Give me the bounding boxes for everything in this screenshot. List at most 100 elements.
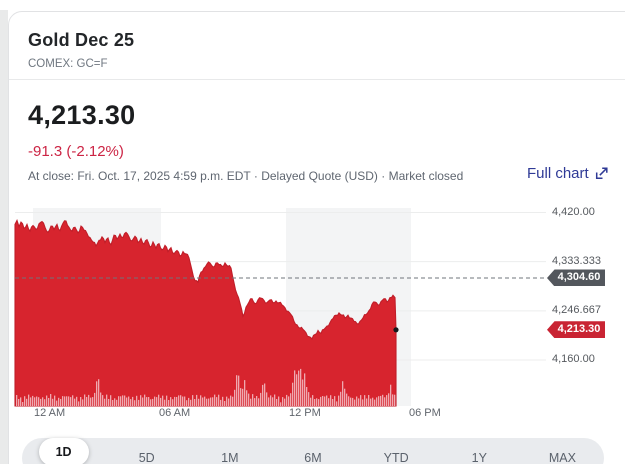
time-range-tabs: 1D 5D 1M 6M YTD 1Y MAX [22,438,604,464]
volume-bar [286,394,288,406]
volume-bar [352,397,354,406]
last-trade-dot [393,327,399,333]
volume-bar [150,399,152,406]
volume-bar [78,401,80,406]
range-tab-label: YTD [383,451,409,464]
volume-bar [364,395,366,406]
volume-bar [248,393,250,406]
volume-bar [174,396,176,406]
last-price: 4,213.30 [28,100,136,130]
volume-bar [128,396,130,406]
volume-bar [374,399,376,406]
volume-bar [198,398,200,406]
volume-bar [386,395,388,406]
volume-bar [238,375,240,406]
volume-bar [76,396,78,406]
volume-bar [74,398,76,406]
volume-bar [314,399,316,406]
volume-bar [86,397,88,406]
volume-bar [356,396,358,406]
volume-bar [20,397,22,406]
volume-bar [332,399,334,406]
price-chart[interactable]: 4,420.00 4,333.333 4,246.667 4,160.00 12 AM… [9,201,625,429]
volume-bar [316,398,318,406]
range-tab-6m[interactable]: 6M [271,443,354,464]
volume-bar [158,394,160,406]
volume-bar [46,395,48,406]
volume-bar [16,395,18,406]
volume-bar [56,400,58,406]
range-tab-1y[interactable]: 1Y [438,443,521,464]
header-divider [9,79,625,80]
volume-bar [122,395,124,406]
volume-bar [212,397,214,406]
volume-bar [186,400,188,406]
volume-bar [280,402,282,406]
volume-bar [138,399,140,406]
volume-bar [196,394,198,406]
intraday-area-chart [14,208,546,407]
volume-bar [340,391,342,406]
volume-bar [166,395,168,406]
volume-bar [284,398,286,406]
volume-bar [338,395,340,406]
volume-bar [278,396,280,406]
volume-bar [322,396,324,406]
range-tab-1m[interactable]: 1M [188,443,271,464]
volume-bar [290,393,292,406]
volume-bar [50,394,52,406]
volume-bar [54,395,56,406]
volume-bar [266,392,268,406]
volume-bar [24,396,26,406]
y-tick-label: 4,420.00 [552,205,595,218]
range-tab-5d[interactable]: 5D [105,443,188,464]
volume-bar [362,399,364,406]
volume-bar [80,397,82,406]
volume-bar [302,379,304,406]
range-tab-label: 1M [221,451,239,464]
volume-bar [96,381,98,406]
volume-bar [376,397,378,406]
range-tab-ytd[interactable]: YTD [355,443,438,464]
volume-bar [342,381,344,406]
volume-bar [312,395,314,406]
range-tab-max[interactable]: MAX [521,443,604,464]
volume-bar [124,395,126,406]
range-tab-1d[interactable]: 1D [22,438,105,464]
volume-bar [168,400,170,406]
volume-bar [272,397,274,406]
volume-bar [304,373,306,406]
volume-bar [100,392,102,406]
volume-bar [130,399,132,406]
volume-bar [242,388,244,406]
volume-bar [358,398,360,406]
volume-bar [70,397,72,406]
volume-bar [274,394,276,406]
volume-bar [334,396,336,406]
volume-bar [110,395,112,406]
volume-bar [188,397,190,406]
volume-bar [38,397,40,406]
volume-bar [116,399,118,406]
x-tick-label: 06 PM [409,407,441,419]
volume-bar [234,389,236,406]
volume-bar [368,395,370,406]
volume-bar [180,395,182,406]
volume-bar [288,396,290,406]
volume-bar [346,393,348,406]
volume-bar [114,398,116,406]
volume-bar [214,394,216,406]
range-tab-label: 5D [138,451,155,464]
volume-bar [92,397,94,406]
full-chart-link[interactable]: Full chart [527,165,608,182]
volume-bar [58,397,60,406]
volume-bar [250,398,252,406]
full-chart-label: Full chart [527,165,589,182]
volume-bar [370,398,372,406]
volume-bar [206,398,208,406]
volume-bar [298,370,300,406]
volume-bar [348,396,350,406]
volume-bar [270,395,272,406]
volume-bar [190,399,192,406]
volume-bar [228,398,230,406]
